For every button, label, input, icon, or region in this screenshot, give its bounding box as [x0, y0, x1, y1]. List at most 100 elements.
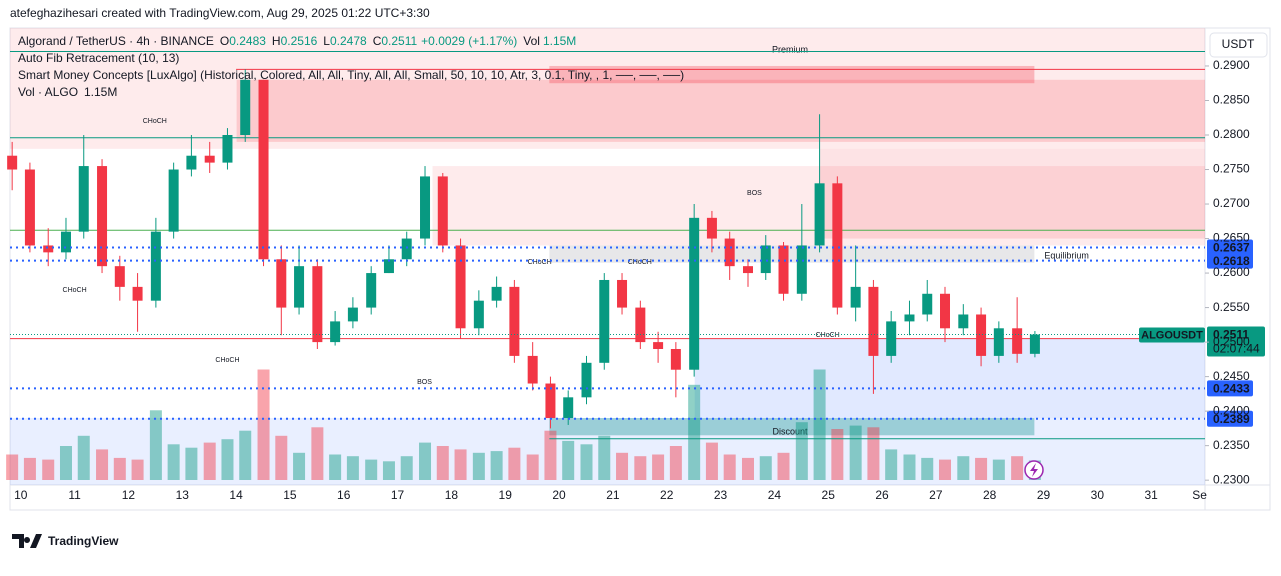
candle-body: [653, 342, 664, 350]
candle-body: [724, 238, 735, 267]
candle-body: [886, 321, 897, 356]
x-tick-label: 20: [552, 488, 566, 502]
logo: TradingView: [12, 534, 119, 548]
volume-bar: [759, 456, 772, 480]
volume-bar: [669, 446, 682, 480]
legend-key: O: [220, 34, 229, 48]
volume-bar: [939, 459, 952, 480]
volume-bar: [293, 452, 306, 480]
structure-label: CHoCH: [816, 332, 840, 339]
volume-bar: [436, 446, 449, 480]
volume-bar: [365, 459, 378, 480]
x-tick-label: 30: [1091, 488, 1105, 502]
candle-body: [114, 266, 125, 287]
candle-body: [814, 183, 825, 246]
zone: [549, 65, 1035, 84]
volume-bar: [239, 430, 252, 480]
volume-bar: [221, 439, 234, 480]
volume-bar: [1011, 456, 1024, 480]
candle-body: [60, 231, 71, 253]
y-tick-label: 0.2750: [1213, 162, 1250, 176]
candle-body: [276, 259, 287, 308]
candle-body: [635, 307, 646, 343]
volume-bar: [813, 369, 826, 480]
symbol-box: [1139, 327, 1205, 343]
candle-body: [581, 362, 592, 398]
structure-label: CHoCH: [528, 259, 552, 266]
candle-body: [868, 286, 879, 356]
zone: [549, 418, 1035, 436]
alert-icon-bolt[interactable]: [1030, 463, 1038, 477]
candle-body: [617, 279, 628, 308]
overlays: CHoCH CHoCH CHoCH BOS CHoCH CHoCH BOS CHoCH 0.26…: [10, 118, 1265, 480]
x-tick-label: 14: [229, 488, 243, 502]
y-tick-label: 0.2900: [1213, 58, 1250, 72]
candle-body: [132, 286, 143, 301]
x-tick-label: 13: [176, 488, 190, 502]
candle-body: [401, 238, 412, 260]
structure-label: CHoCH: [63, 287, 87, 294]
candle-body: [850, 286, 861, 308]
zone: [694, 338, 1205, 419]
volume-bar: [42, 459, 55, 480]
price-label-box: [1207, 252, 1253, 269]
candle-body: [473, 300, 484, 329]
volume-bar: [275, 435, 288, 480]
volume-bar: [723, 454, 736, 480]
zone-label: Discount: [772, 426, 808, 436]
volume-bar: [992, 459, 1005, 480]
y-tick-label: 0.2300: [1213, 472, 1250, 486]
volume-bar: [921, 457, 934, 480]
volume-bar: [741, 457, 754, 480]
y-tick-label: 0.2500: [1213, 334, 1250, 348]
volume-bar: [131, 459, 144, 480]
zone: [236, 79, 1205, 142]
candle-body: [294, 266, 305, 308]
candle-body: [993, 328, 1004, 356]
legend-key: C: [373, 34, 382, 48]
x-tick-label: 12: [122, 488, 136, 502]
volume-pane: [6, 369, 1041, 480]
volume-bar: [59, 446, 72, 480]
volume-bar: [885, 449, 898, 480]
x-tick-label: 23: [714, 488, 728, 502]
candle-body: [78, 166, 89, 232]
volume-bar: [419, 442, 432, 480]
volume-bar: [634, 456, 647, 480]
price-label: 0.2637: [1213, 241, 1250, 255]
candle-body: [186, 155, 197, 170]
candle-body: [150, 231, 161, 301]
candle-body: [383, 259, 394, 274]
volume-bar: [113, 457, 126, 480]
y-tick-label: 0.2600: [1213, 265, 1250, 279]
x-tick-label: 27: [929, 488, 943, 502]
volume-bar: [311, 427, 324, 480]
x-tick-label: 24: [768, 488, 782, 502]
symbol: Algorand / TetherUS · 4h · BINANCE: [18, 34, 214, 48]
candle-body: [330, 321, 341, 343]
structure-label: BOS: [747, 190, 762, 197]
currency-box[interactable]: [1209, 32, 1268, 58]
volume-bar: [688, 384, 701, 480]
vol-value: 1.15M: [543, 34, 576, 48]
y-tick-label: 0.2800: [1213, 127, 1250, 141]
zone: [10, 28, 1205, 149]
levels: [10, 50, 1205, 440]
candle-body: [7, 155, 18, 170]
y-tick-label: 0.2400: [1213, 403, 1250, 417]
x-tick-label: 15: [283, 488, 297, 502]
symbol-label: ALGOUSDT: [1141, 329, 1203, 341]
x-tick-label: 29: [1037, 488, 1051, 502]
zone-label: Equilibrium: [1044, 250, 1089, 260]
volume-bar: [167, 444, 180, 480]
currency[interactable]: USDT: [1222, 37, 1255, 51]
candle-body: [1012, 328, 1023, 354]
volume-bar: [400, 456, 413, 480]
volume-bar: [562, 440, 575, 480]
candle-body: [706, 217, 717, 239]
price-label-box: [1207, 239, 1253, 256]
volume-bar: [957, 456, 970, 480]
volume-indicator: Vol · ALGO: [18, 85, 78, 99]
candle-body: [491, 286, 502, 301]
candle-body: [545, 383, 556, 419]
